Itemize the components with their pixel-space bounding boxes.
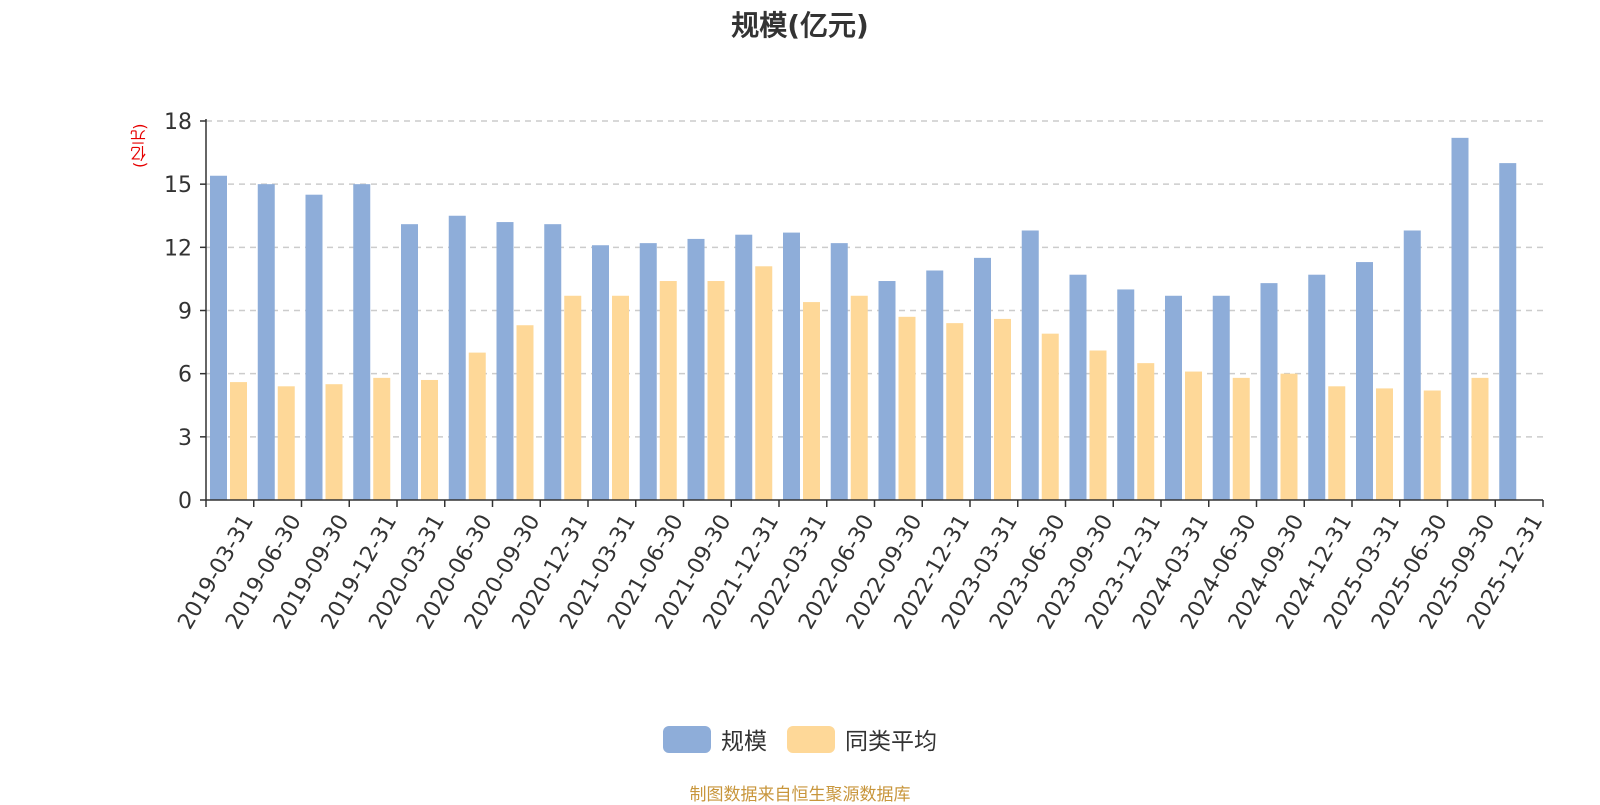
legend-label-primary: 规模 [721,729,767,755]
bar-series-secondary [1471,377,1489,500]
bar-series-primary [830,243,848,500]
bar-series-secondary [325,384,343,500]
bar-series-primary [1308,274,1326,500]
bar-series-primary [448,215,466,500]
source-note: 制图数据来自恒生聚源数据库 [689,785,911,805]
bar-series-secondary [1137,363,1155,500]
bar-series-primary [783,232,800,500]
bar-series-primary [878,281,896,500]
y-tick-label: 0 [178,489,192,514]
bar-series-secondary [659,281,677,500]
bar-series-primary [1069,274,1087,500]
legend-swatch-secondary [787,725,835,753]
bar-series-primary [544,224,562,500]
bar-series-primary [1499,163,1517,500]
bar-series-secondary [1376,388,1393,500]
bar-series-secondary [707,281,725,500]
bar-series-secondary [230,382,247,500]
bar-series-primary [1117,289,1135,500]
bar-series-secondary [755,266,773,500]
axes [200,119,1544,507]
bar-series-primary [1212,295,1230,500]
legend-label-secondary: 同类平均 [845,729,937,755]
bar-series-secondary [516,325,534,500]
bar-series-secondary [946,323,964,500]
bar-series-secondary [803,302,820,500]
bars [210,137,1517,501]
bar-series-primary [1260,283,1278,500]
bar-series-primary [1165,295,1182,500]
bar-series-secondary [1232,377,1250,500]
bar-series-primary [687,238,705,500]
y-tick-label: 12 [164,236,192,261]
bar-series-secondary [1089,350,1107,500]
bar-series-secondary [421,379,438,500]
legend-item-primary[interactable]: 规模 [663,722,767,756]
bar-series-primary [305,194,323,500]
y-tick-labels: 0 3 6 9 12 15 18 [164,110,192,514]
y-tick-label: 3 [178,426,192,451]
bar-series-primary [592,245,609,500]
bar-series-secondary [564,295,582,500]
bar-series-secondary [850,295,868,500]
bar-series-primary [1403,230,1421,500]
bar-series-secondary [898,316,916,500]
bar-series-secondary [612,295,629,500]
bar-series-secondary [468,352,486,500]
legend-swatch-primary [663,725,711,753]
bar-series-primary [1021,230,1039,500]
chart-title: 规模(亿元) [731,9,869,42]
bar-series-secondary [277,386,295,500]
bar-series-secondary [1328,386,1346,500]
bar-series-primary [210,175,227,500]
bar-series-primary [353,184,371,500]
y-tick-label: 18 [164,110,192,135]
bar-series-primary [401,224,418,500]
bar-series-primary [1451,137,1469,500]
bar-series-primary [735,234,753,500]
bar-series-secondary [1280,373,1298,500]
bar-series-primary [639,243,657,500]
bar-series-primary [974,257,991,500]
y-tick-label: 9 [178,300,192,325]
bar-series-primary [1356,262,1373,500]
bar-series-secondary [994,318,1011,500]
bar-series-secondary [1423,390,1441,500]
legend-item-secondary[interactable]: 同类平均 [787,722,937,756]
y-tick-label: 6 [178,363,192,388]
x-tick-labels: 2019-03-312019-06-302019-09-302019-12-31… [173,511,1548,634]
bar-series-secondary [373,377,391,500]
bar-series-secondary [1041,333,1059,500]
y-tick-label: 15 [164,173,192,198]
legend: 规模 同类平均 [0,722,1600,756]
bar-series-primary [926,270,944,500]
bar-series-primary [496,222,514,501]
bar-series-primary [257,184,275,500]
bar-series-secondary [1185,371,1202,500]
